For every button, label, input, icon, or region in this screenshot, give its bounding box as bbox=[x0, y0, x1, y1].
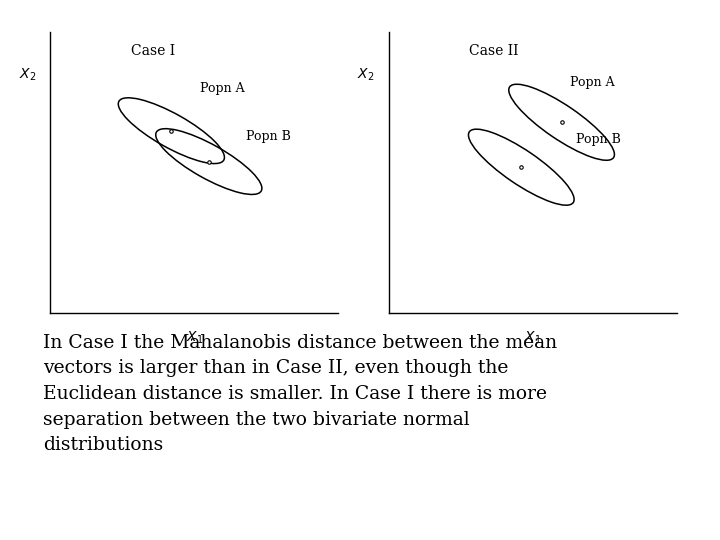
Text: $X_2$: $X_2$ bbox=[19, 66, 36, 83]
Text: Popn A: Popn A bbox=[570, 77, 615, 90]
Text: Popn B: Popn B bbox=[246, 130, 291, 143]
Text: $X_2$: $X_2$ bbox=[357, 66, 374, 83]
Text: $X_1$: $X_1$ bbox=[524, 330, 541, 347]
Text: Case I: Case I bbox=[131, 44, 175, 58]
Text: Case II: Case II bbox=[469, 44, 519, 58]
Text: Popn B: Popn B bbox=[576, 133, 621, 146]
Text: Popn A: Popn A bbox=[200, 82, 245, 95]
Text: In Case I the Mahalanobis distance between the mean
vectors is larger than in Ca: In Case I the Mahalanobis distance betwe… bbox=[43, 334, 557, 454]
Text: $X_1$: $X_1$ bbox=[186, 330, 203, 347]
